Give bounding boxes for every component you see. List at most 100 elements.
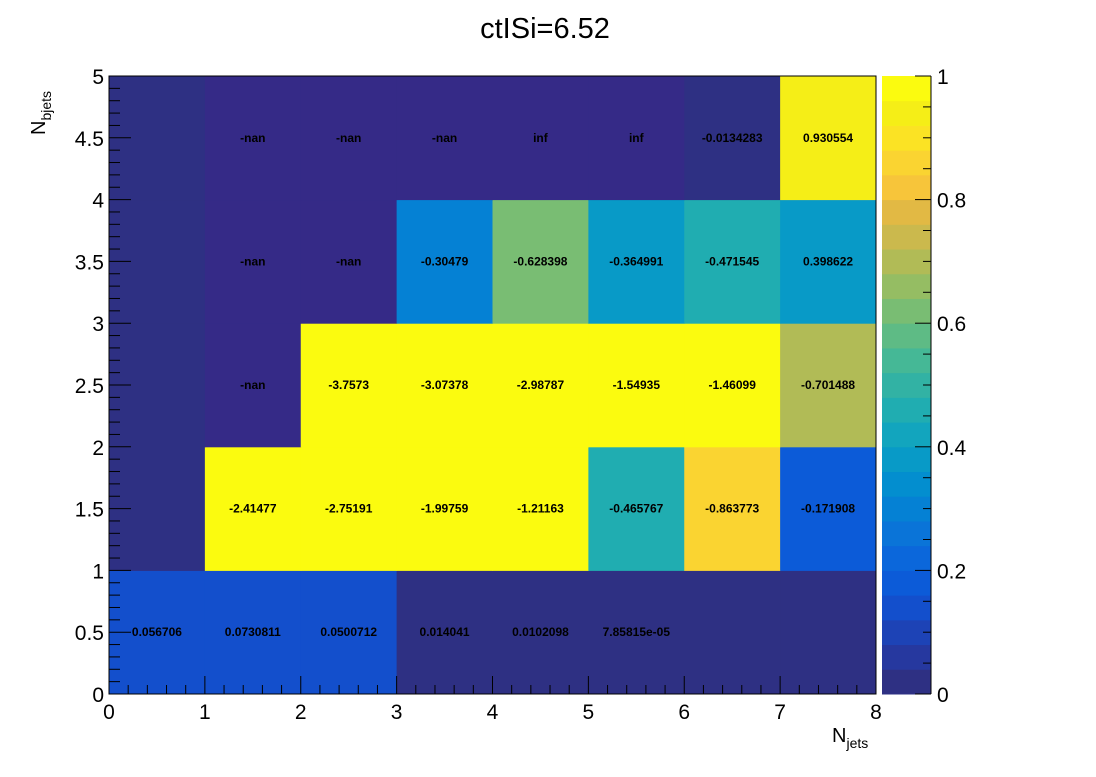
- palette-swatch: [882, 446, 931, 473]
- heatmap-cell: [300, 76, 398, 201]
- palette-swatch: [882, 199, 931, 225]
- palette-swatch: [882, 323, 931, 349]
- heatmap-cell: [396, 199, 493, 324]
- x-axis: 0 1 2 3 4 5 6 7 8: [103, 676, 882, 724]
- cell-value-label: 7.85815e-05: [603, 625, 671, 639]
- cell-value-label: inf: [533, 131, 549, 145]
- heatmap-cell: [780, 199, 877, 324]
- palette-swatch: [882, 298, 931, 324]
- palette-swatch: [882, 570, 931, 596]
- palette-swatch: [882, 273, 931, 299]
- y-tick-label: 0: [92, 684, 104, 707]
- z-tick-label: 0.8: [937, 190, 966, 213]
- palette-swatch: [882, 347, 931, 374]
- palette-swatch: [882, 669, 931, 695]
- palette-swatch: [882, 150, 931, 176]
- y-tick-label: 3: [92, 313, 104, 336]
- cell-value-label: 0.930554: [803, 131, 853, 145]
- heatmap-cell: [300, 446, 398, 571]
- palette-swatch: [882, 125, 931, 151]
- cell-value-label: -nan: [432, 131, 457, 145]
- cell-value-label: -0.701488: [801, 378, 855, 392]
- cell-value-label: -0.465767: [609, 502, 663, 516]
- palette-swatch: [882, 619, 931, 646]
- x-tick-label: 0: [103, 701, 115, 724]
- x-tick-label: 2: [295, 701, 307, 724]
- heatmap-cell: [588, 76, 685, 201]
- cell-value-label: 0.0730811: [225, 625, 281, 639]
- cell-value-label: -nan: [336, 131, 361, 145]
- y-tick-label: 3.5: [75, 251, 104, 274]
- cell-value-label: -0.0134283: [702, 131, 763, 145]
- cell-value-label: 0.056706: [132, 625, 182, 639]
- heatmap-cell: [204, 446, 302, 571]
- palette-swatch: [882, 520, 931, 547]
- heatmap-cell: [204, 570, 302, 695]
- y-tick-label: 4: [92, 190, 104, 213]
- x-axis-title-sub: jets: [845, 735, 868, 751]
- cell-value-label: -1.99759: [421, 502, 469, 516]
- cell-value-label: 0.398622: [803, 254, 853, 268]
- y-axis-title-main: N: [28, 121, 50, 135]
- heatmap-cell: [300, 570, 398, 695]
- cell-value-label: -1.54935: [613, 378, 661, 392]
- cell-value-label: 0.0102098: [512, 625, 569, 639]
- x-tick-label: 6: [678, 701, 690, 724]
- x-tick-label: 1: [199, 701, 211, 724]
- cell-value-label: inf: [629, 131, 645, 145]
- cell-value-label: -nan: [240, 131, 265, 145]
- palette-swatch: [882, 100, 931, 126]
- cell-value-label: -0.863773: [705, 502, 759, 516]
- z-tick-label: 0.6: [937, 313, 966, 336]
- heatmap-cell: [588, 570, 685, 695]
- y-tick-label: 0.5: [75, 622, 104, 645]
- z-tick-label: 0.2: [937, 560, 966, 583]
- heatmap-cell: [204, 323, 302, 448]
- cell-labels: 0.056706 0.0730811 0.0500712 0.014041 0.0102…: [132, 131, 856, 639]
- z-tick-label: 1: [937, 66, 949, 89]
- palette-swatch: [882, 422, 931, 448]
- y-tick-label: 2: [92, 437, 104, 460]
- heatmap-cell: [684, 570, 781, 695]
- palette-swatch: [882, 372, 931, 398]
- palette-swatch: [882, 644, 931, 670]
- heatmap-cell: [300, 323, 398, 448]
- y-axis-title-sub: bjets: [38, 91, 54, 121]
- heatmap-cell: [492, 323, 589, 448]
- palette-swatch: [882, 76, 931, 102]
- z-tick-label: 0.4: [937, 437, 967, 460]
- heatmap-cell: [492, 570, 589, 695]
- x-tick-label: 4: [487, 701, 499, 724]
- cell-value-label: -nan: [240, 378, 265, 392]
- heatmap-cell: [684, 446, 781, 571]
- cell-value-label: 0.014041: [420, 625, 470, 639]
- y-tick-label: 1.5: [75, 499, 104, 522]
- cell-value-label: -2.98787: [517, 378, 565, 392]
- heatmap-cell: [492, 76, 589, 201]
- heatmap-cell: [492, 199, 589, 324]
- cell-value-label: -0.471545: [705, 254, 759, 268]
- chart-title: ctISi=6.52: [480, 13, 610, 45]
- y-tick-label: 5: [92, 66, 104, 89]
- heatmap-cell: [780, 570, 877, 695]
- heatmap-cell: [396, 570, 493, 695]
- heatmap-cell: [588, 446, 685, 571]
- palette-swatch: [882, 224, 931, 250]
- cell-value-label: -1.46099: [709, 378, 757, 392]
- heatmap-cell: [588, 199, 685, 324]
- palette-swatch: [882, 496, 931, 522]
- x-tick-label: 7: [774, 701, 786, 724]
- y-tick-label: 4.5: [75, 128, 104, 151]
- x-tick-label: 5: [583, 701, 595, 724]
- cell-value-label: -nan: [240, 254, 265, 268]
- heatmap-cell: [204, 76, 302, 201]
- cell-value-label: -0.628398: [513, 254, 567, 268]
- heatmap-cell: [396, 76, 493, 201]
- x-tick-label: 8: [870, 701, 882, 724]
- heatmap-cell: [684, 199, 781, 324]
- y-axis: 0 0.5 1 1.5 2 2.5 3 3.5 4 4.5 5: [75, 66, 131, 707]
- cell-value-label: -1.21163: [517, 502, 564, 516]
- y-tick-label: 1: [92, 560, 104, 583]
- heatmap-cell: [492, 446, 589, 571]
